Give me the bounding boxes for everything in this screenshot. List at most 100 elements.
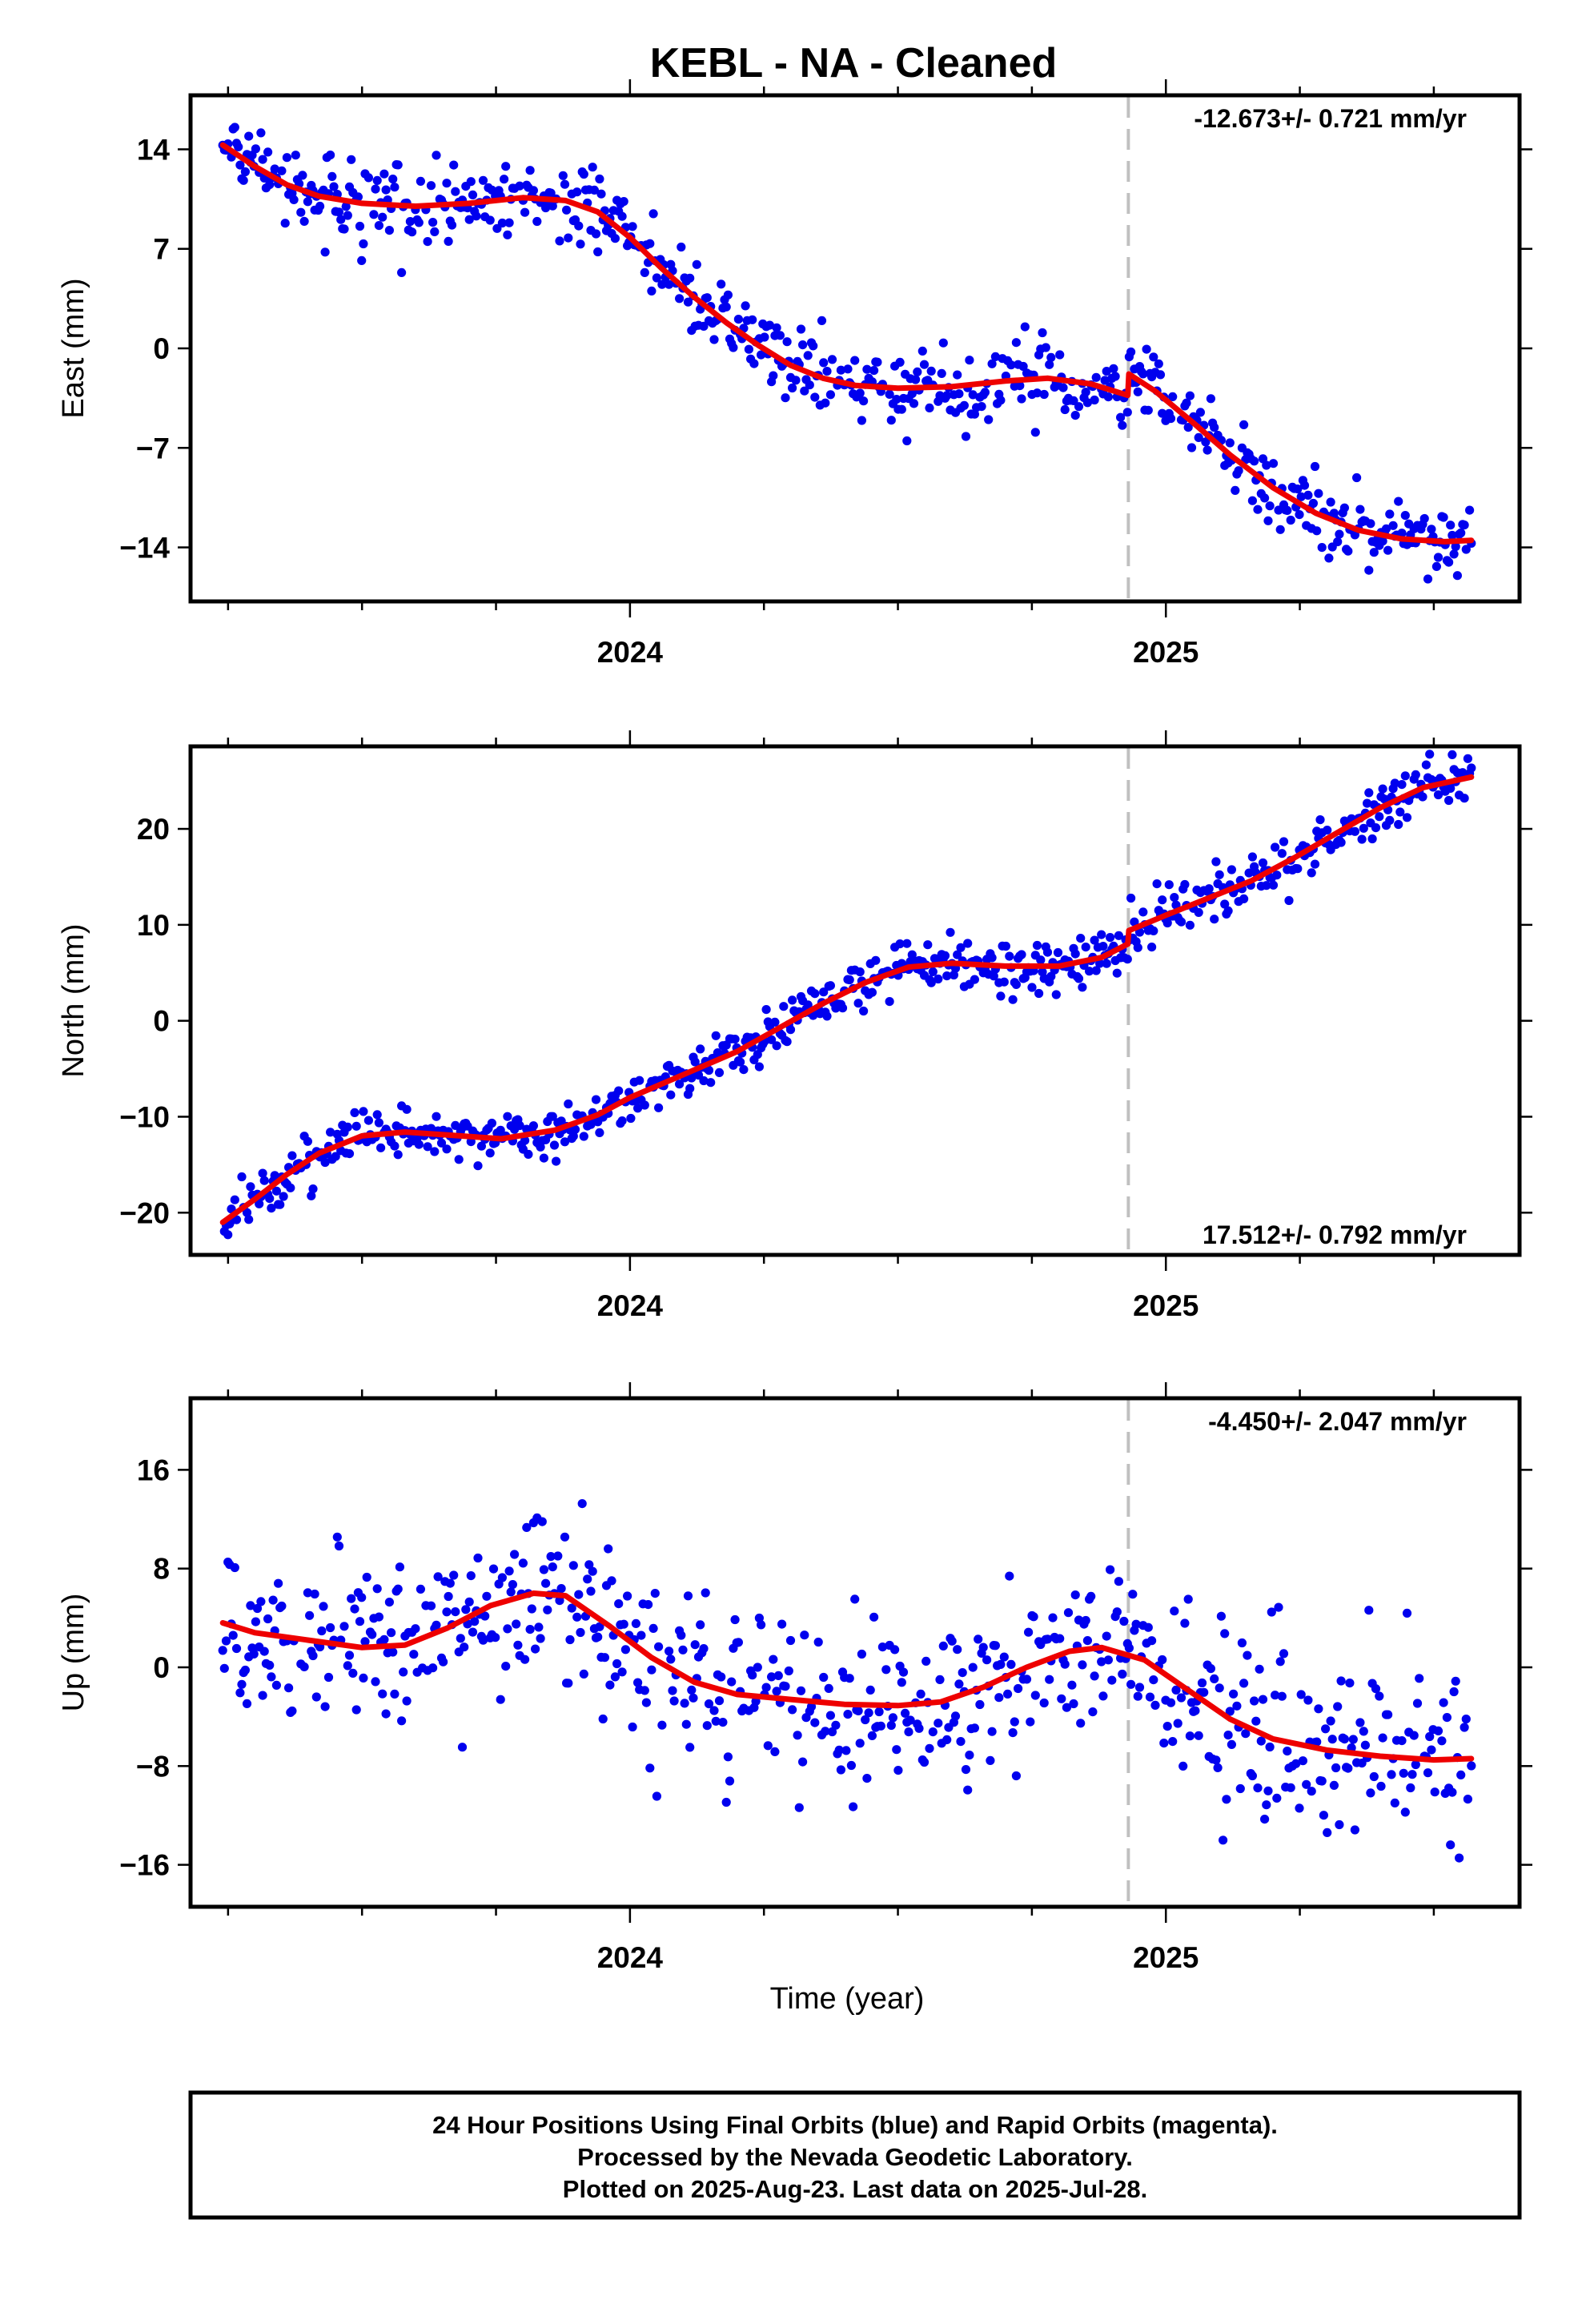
- data-point: [1371, 823, 1381, 833]
- data-point: [244, 131, 254, 141]
- data-point: [1045, 360, 1054, 369]
- data-point: [576, 1627, 585, 1638]
- data-point: [677, 1630, 686, 1640]
- data-point: [772, 1041, 781, 1051]
- data-point: [727, 1677, 737, 1687]
- data-point: [1147, 943, 1157, 952]
- data-point: [344, 1651, 355, 1660]
- data-point: [1243, 1651, 1252, 1660]
- data-point: [626, 1113, 636, 1124]
- data-point: [1119, 1616, 1129, 1626]
- data-point: [928, 1727, 938, 1737]
- data-point: [1455, 1853, 1464, 1863]
- data-point: [975, 1699, 985, 1710]
- data-point: [1263, 516, 1273, 525]
- data-point: [730, 1035, 740, 1044]
- data-point: [363, 173, 373, 183]
- data-point: [748, 1671, 757, 1680]
- data-point: [928, 967, 938, 976]
- data-point: [907, 389, 917, 399]
- data-point: [1394, 497, 1403, 506]
- data-point: [1133, 387, 1142, 396]
- data-point: [388, 1647, 398, 1657]
- data-point: [246, 1182, 255, 1192]
- data-point: [1150, 1700, 1160, 1710]
- data-point: [886, 1720, 896, 1731]
- data-point: [862, 1774, 872, 1783]
- data-point: [1152, 879, 1162, 889]
- data-point: [359, 1107, 368, 1116]
- data-point: [1323, 1827, 1332, 1837]
- data-point: [803, 1000, 813, 1010]
- data-point: [372, 1584, 382, 1594]
- data-point: [1222, 1795, 1231, 1804]
- data-point: [506, 1587, 516, 1597]
- data-point: [1385, 509, 1395, 519]
- data-point: [1315, 815, 1325, 825]
- data-point: [1395, 807, 1405, 817]
- data-point: [562, 205, 572, 215]
- footer-box: 24 Hour Positions Using Final Orbits (bl…: [188, 2090, 1522, 2220]
- data-point: [1032, 940, 1042, 951]
- data-point: [1284, 895, 1294, 906]
- data-point: [996, 396, 1006, 405]
- data-point: [1149, 926, 1158, 935]
- north-panel: 20 10 0 −10 −20 2024 2025 North (mm) 17.512+/- 0…: [57, 730, 1532, 1322]
- y-tick-label: 10: [137, 909, 170, 942]
- data-point: [902, 436, 912, 446]
- data-point: [1359, 823, 1368, 833]
- data-point: [1451, 1676, 1460, 1686]
- data-point: [568, 1561, 578, 1570]
- data-point: [235, 1688, 245, 1698]
- data-point: [1388, 521, 1398, 530]
- data-point: [1400, 1807, 1410, 1817]
- data-point: [937, 368, 946, 378]
- data-point: [341, 202, 351, 211]
- data-point: [990, 1641, 1000, 1651]
- data-point: [504, 1566, 514, 1576]
- data-point: [270, 1171, 279, 1180]
- data-point: [788, 995, 797, 1005]
- data-point: [501, 162, 511, 171]
- data-point: [1329, 1780, 1339, 1790]
- data-point: [289, 195, 299, 204]
- data-point: [1102, 1631, 1111, 1641]
- data-point: [1036, 955, 1046, 965]
- y-tick-label: 8: [153, 1553, 170, 1586]
- data-point: [329, 182, 339, 191]
- data-point: [439, 1657, 448, 1667]
- data-point: [239, 175, 248, 185]
- data-point: [665, 279, 674, 289]
- data-point: [1449, 1687, 1459, 1697]
- data-point: [235, 160, 245, 170]
- data-point: [926, 366, 936, 376]
- data-point: [1460, 794, 1469, 803]
- data-point: [717, 279, 726, 289]
- data-point: [1133, 943, 1142, 952]
- data-point: [1293, 864, 1303, 874]
- data-point: [1298, 1756, 1307, 1766]
- data-point: [696, 1044, 705, 1054]
- data-point: [1383, 1710, 1393, 1719]
- data-point: [796, 1686, 806, 1695]
- data-point: [1331, 1763, 1341, 1773]
- data-point: [1114, 931, 1123, 940]
- data-point: [588, 163, 597, 172]
- data-point: [1008, 995, 1018, 1004]
- data-point: [379, 169, 389, 179]
- x-tick-label: 2025: [1133, 1289, 1199, 1322]
- data-point: [1324, 553, 1334, 563]
- data-point: [258, 155, 267, 164]
- data-point: [231, 1643, 242, 1654]
- data-point: [1060, 404, 1070, 415]
- data-point: [303, 197, 312, 207]
- data-point: [1166, 1698, 1176, 1707]
- data-point: [1038, 328, 1047, 338]
- data-point: [711, 1716, 721, 1726]
- data-point: [384, 226, 394, 235]
- data-point: [263, 147, 273, 157]
- data-point: [683, 297, 693, 307]
- data-point: [987, 1727, 997, 1736]
- data-point: [1451, 541, 1460, 552]
- data-point: [317, 1626, 327, 1636]
